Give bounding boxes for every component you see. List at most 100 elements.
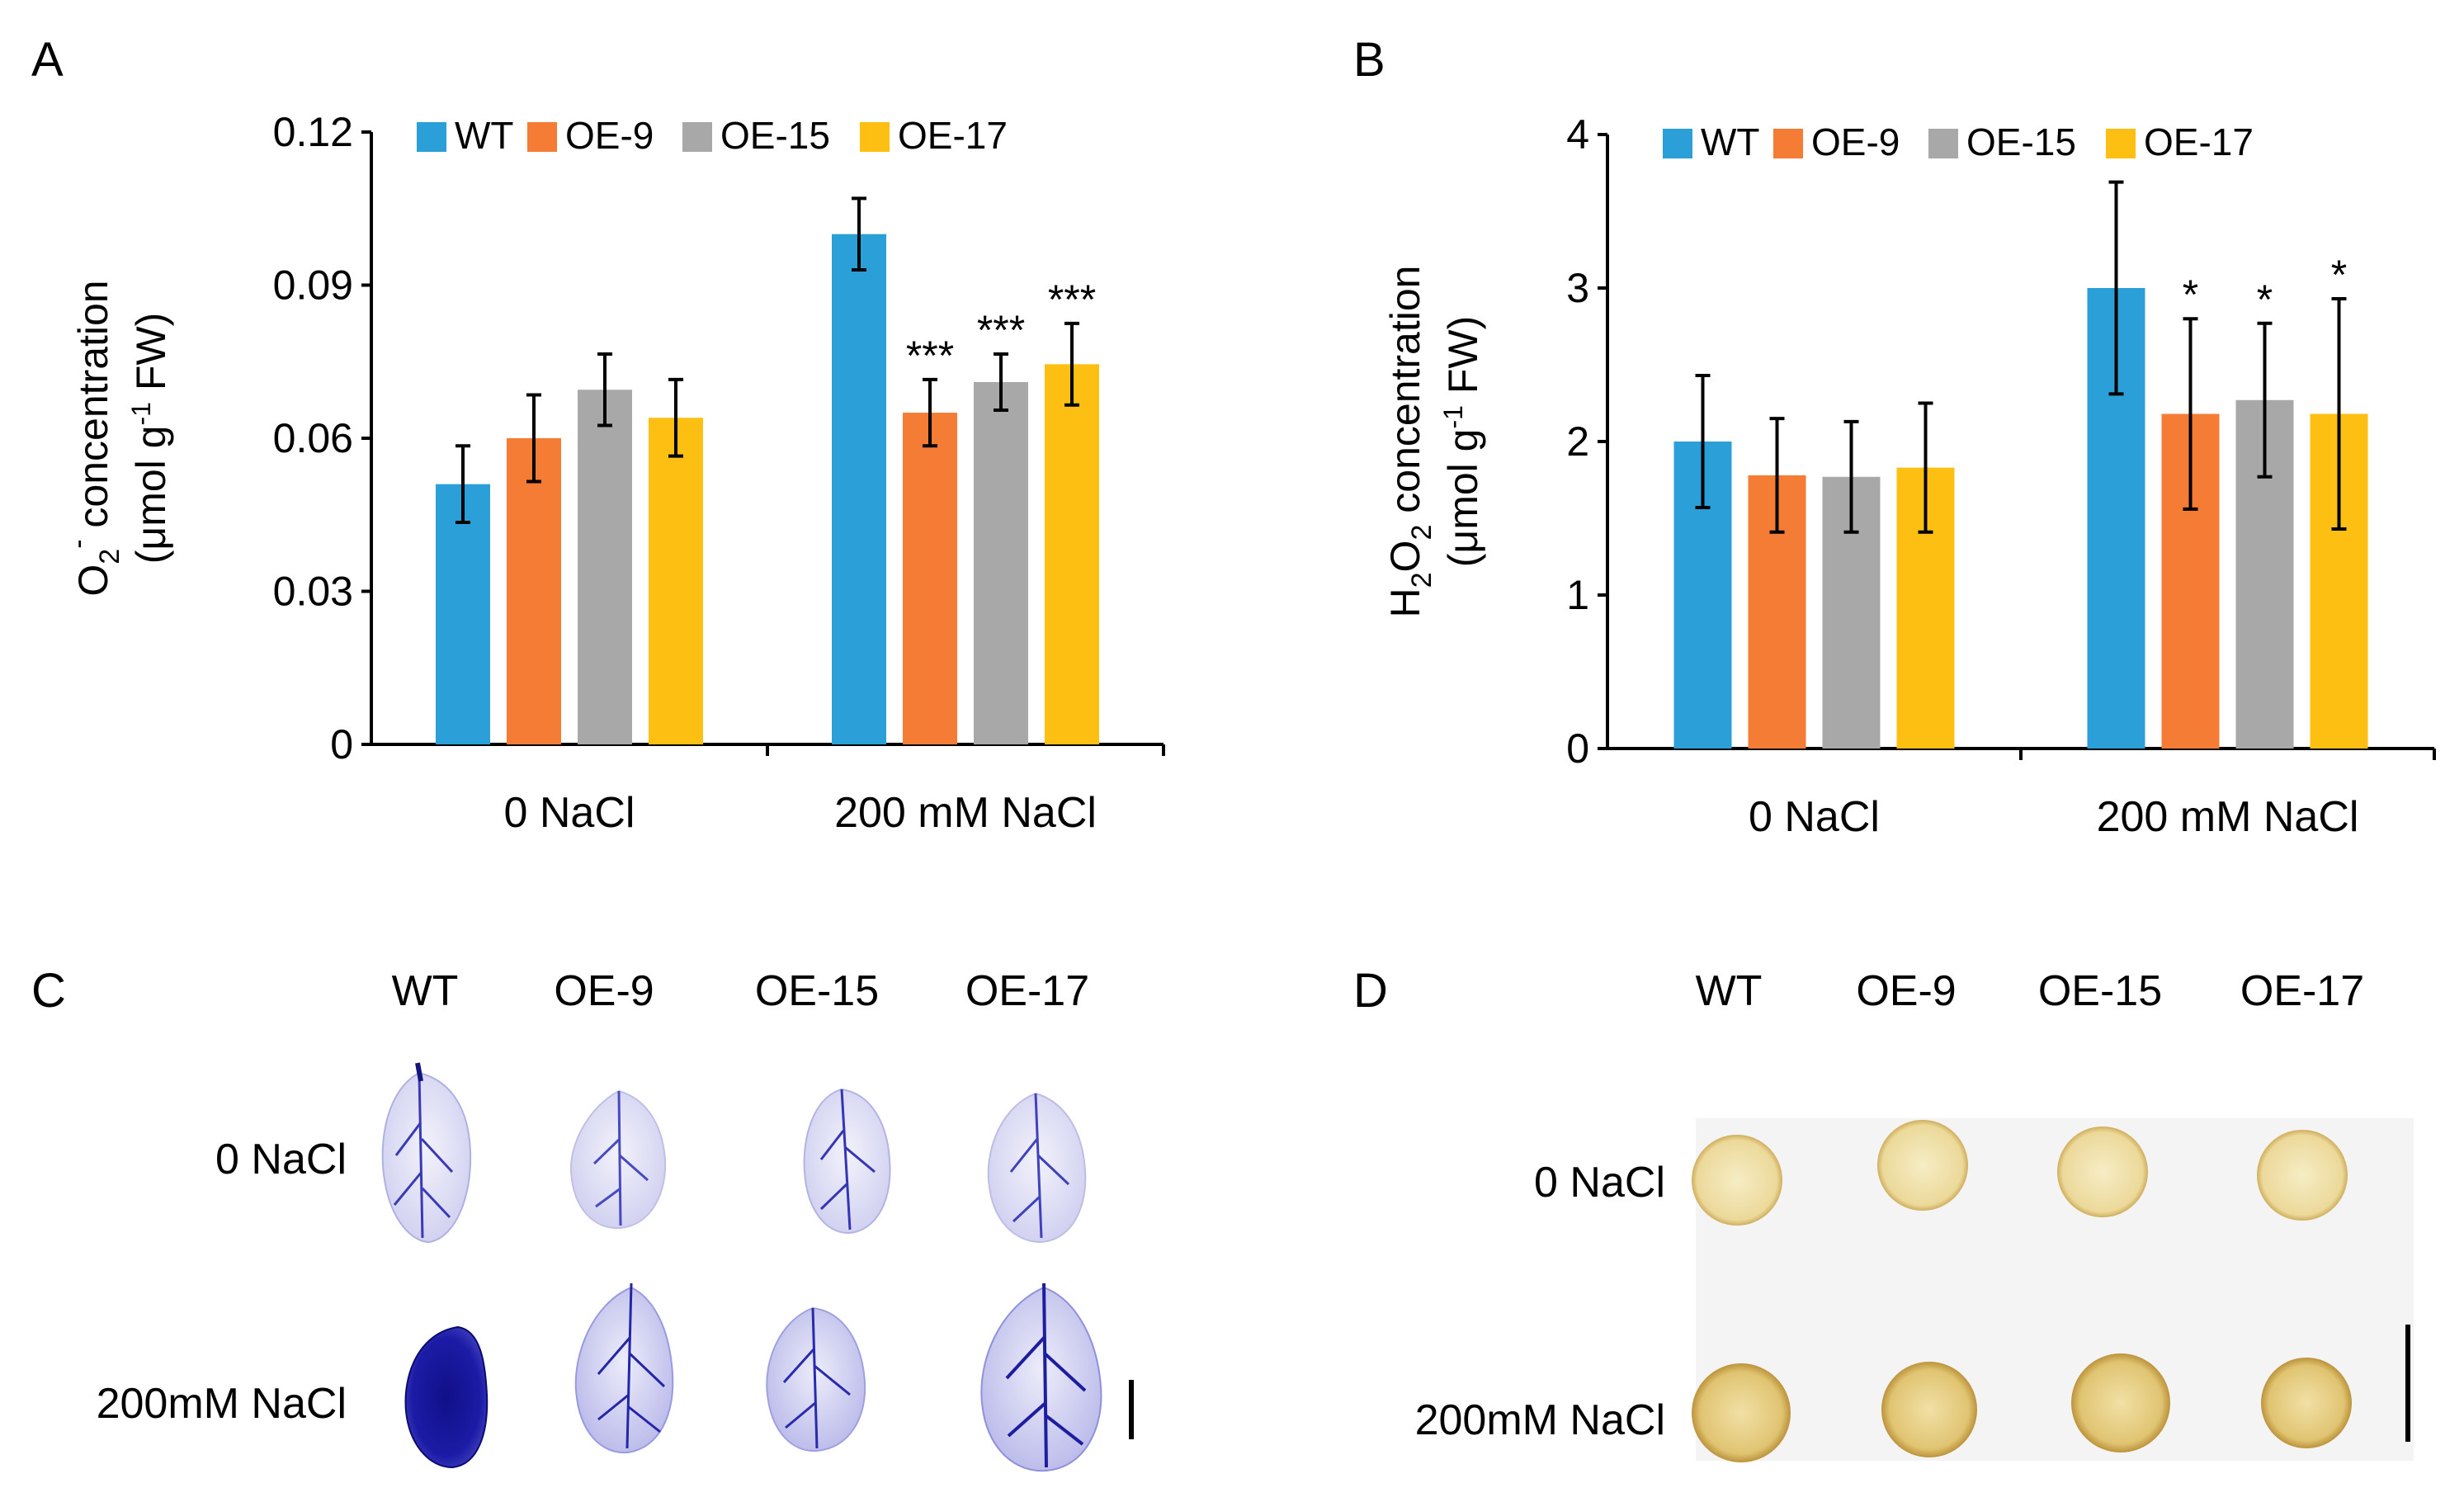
photo-panel-d: WT OE-9 OE-15 OE-17 0 NaCl 200mM NaCl [1415, 967, 2414, 1462]
charta-legend-swatch [860, 122, 890, 152]
y-title-part: (μmol g [128, 426, 174, 564]
charta-bar-oe-9 [903, 413, 957, 744]
y-title-part: H [1382, 588, 1428, 617]
leaf-oe9-salt [574, 1282, 674, 1454]
chart-b: 0 1 2 3 4 0 NaCl 200 mM NaCl * * * WT OE-9 OE-15 OE-1… [1382, 111, 2436, 841]
y-title-part: (μmol g [1440, 429, 1486, 568]
d-row-control: 0 NaCl [1534, 1159, 1665, 1207]
c-col-wt: WT [392, 967, 459, 1015]
chartb-legend-label: OE-9 [1811, 120, 1900, 163]
charta-bar-oe-17 [649, 418, 703, 744]
photo-panel-c: WT OE-9 OE-15 OE-17 0 NaCl 200mM NaCl [97, 967, 1134, 1472]
disc-oe9-salt [1881, 1362, 1977, 1457]
d-col-oe9: OE-9 [1856, 967, 1956, 1015]
charta-category-label: 200 mM NaCl [834, 789, 1097, 837]
leaf-oe17-control [987, 1092, 1087, 1244]
y-title-part: concentration [1382, 266, 1428, 525]
chartb-legend-label: OE-17 [2144, 120, 2254, 163]
chartb-significance-label: * [2257, 276, 2273, 323]
d-row-salt: 200mM NaCl [1415, 1396, 1665, 1444]
disc-oe17-control [2257, 1130, 2348, 1221]
leaf-wt-control [381, 1062, 472, 1244]
leaf-oe15-salt [766, 1306, 866, 1452]
chartb-significance-label: * [2183, 272, 2198, 318]
chartb-legend-label: OE-15 [1966, 120, 2076, 163]
scale-bar-c [1129, 1380, 1134, 1439]
disc-oe9-control [1877, 1120, 1968, 1211]
chartb-ytick-label: 1 [1566, 572, 1589, 618]
leaf-wt-salt [404, 1325, 489, 1469]
chartb-legend-swatch [1773, 129, 1803, 158]
charta-ytick-label: 0 [330, 721, 353, 768]
chartb-ytick-label: 3 [1566, 265, 1589, 311]
charta-significance-label: *** [906, 333, 954, 379]
disc-oe15-salt [2071, 1353, 2170, 1452]
charta-category-label: 0 NaCl [504, 789, 635, 837]
y-title-sub: 2 [1406, 525, 1437, 541]
d-col-wt: WT [1696, 967, 1763, 1015]
y-title-part: O [1382, 541, 1428, 573]
chartb-legend-swatch [1928, 129, 1958, 158]
charta-legend-swatch [682, 122, 712, 152]
charta-y-axis-title: O2- concentration (μmol g-1 FW) [63, 280, 174, 596]
charta-ytick-label: 0.09 [273, 262, 353, 309]
chart-a: 0 0.03 0.06 0.09 0.12 0 NaCl 200 mM NaCl *** ***… [63, 109, 1165, 837]
charta-significance-label: *** [1048, 276, 1096, 323]
charta-bar-oe-15 [578, 390, 632, 744]
chartb-legend-swatch [1663, 129, 1692, 158]
chartb-ytick-label: 2 [1566, 418, 1589, 465]
c-col-oe17: OE-17 [965, 967, 1089, 1015]
charta-bar-oe-9 [507, 438, 561, 744]
panel-letter-a: A [31, 33, 64, 87]
y-title-part: FW) [128, 313, 174, 402]
chartb-significance-label: * [2331, 252, 2347, 298]
y-title-sup: - [63, 539, 94, 548]
y-title-part: O [70, 564, 116, 597]
y-title-sup: -1 [1438, 405, 1468, 428]
charta-y-title-line2: (μmol g-1 FW) [126, 313, 174, 564]
chartb-category-label: 0 NaCl [1749, 793, 1880, 841]
charta-legend-label: WT [455, 114, 514, 157]
y-title-part: concentration [70, 280, 116, 539]
y-title-sub: 2 [1406, 572, 1437, 588]
panel-letter-b: B [1353, 33, 1385, 87]
disc-oe15-control [2057, 1126, 2148, 1217]
leaf-oe15-control [803, 1088, 891, 1235]
chartb-y-title-line2: (μmol g-1 FW) [1438, 316, 1486, 567]
charta-legend-label: OE-9 [565, 114, 654, 157]
c-row-control: 0 NaCl [215, 1136, 347, 1183]
charta-legend-swatch [417, 122, 446, 152]
chartb-category-label: 200 mM NaCl [2097, 793, 2359, 841]
chartb-ytick-label: 0 [1566, 725, 1589, 772]
charta-y-title-line1: O2- concentration [63, 280, 125, 596]
c-row-salt: 200mM NaCl [97, 1380, 347, 1428]
chartb-legend-swatch [2106, 129, 2136, 158]
charta-bar-wt [832, 234, 886, 745]
c-col-oe9: OE-9 [554, 967, 654, 1015]
disc-wt-control [1692, 1135, 1782, 1226]
y-title-sub: 2 [94, 549, 125, 564]
disc-oe17-salt [2261, 1358, 2352, 1448]
y-title-sup: -1 [126, 402, 156, 425]
chartb-y-title-line1: H2O2 concentration [1382, 266, 1437, 618]
charta-significance-label: *** [977, 307, 1025, 353]
charta-legend-label: OE-15 [720, 114, 830, 157]
chartb-ytick-label: 4 [1566, 111, 1589, 158]
scale-bar-d [2405, 1325, 2410, 1442]
chartb-y-axis-title: H2O2 concentration (μmol g-1 FW) [1382, 266, 1486, 618]
leaf-oe9-control [569, 1089, 667, 1230]
panel-letter-d: D [1353, 964, 1388, 1018]
panel-letter-c: C [31, 964, 66, 1018]
charta-ytick-label: 0.12 [273, 109, 353, 155]
charta-ytick-label: 0.06 [273, 415, 353, 461]
charta-bar-oe-17 [1045, 364, 1099, 744]
chartb-legend-label: WT [1701, 120, 1760, 163]
charta-bar-wt [436, 484, 490, 744]
disc-wt-salt [1692, 1363, 1791, 1462]
charta-legend-label: OE-17 [898, 114, 1008, 157]
charta-bar-oe-15 [974, 381, 1028, 744]
leaf-oe17-salt [980, 1282, 1102, 1472]
d-col-oe17: OE-17 [2240, 967, 2364, 1015]
c-col-oe15: OE-15 [755, 967, 879, 1015]
